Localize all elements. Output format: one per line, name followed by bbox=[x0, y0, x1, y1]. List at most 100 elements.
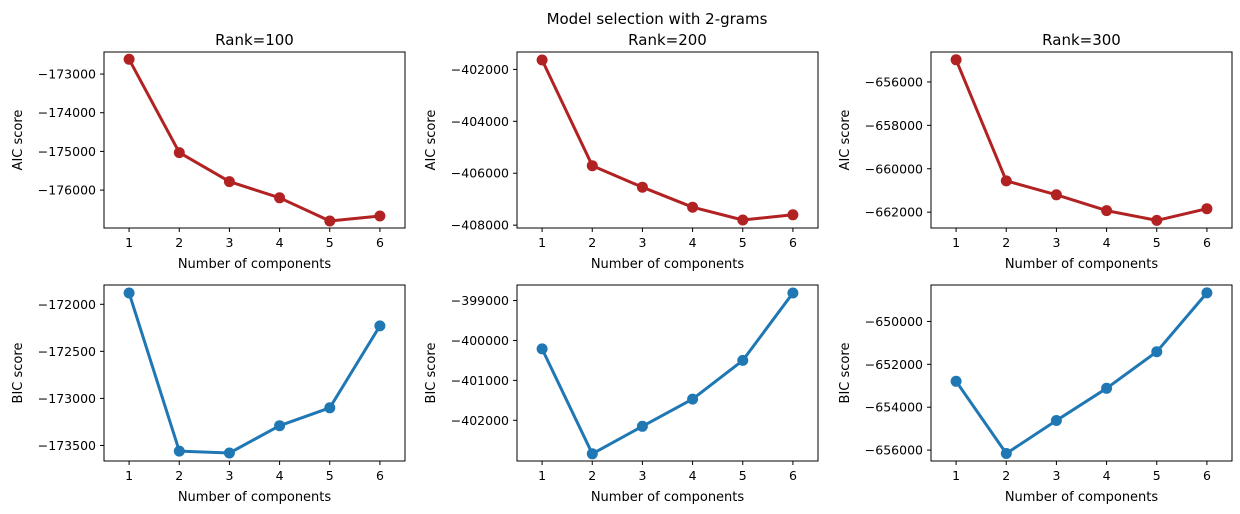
axes-frame bbox=[930, 284, 1233, 462]
series-line bbox=[540, 291, 795, 456]
y-tick-label: −658000 bbox=[865, 118, 923, 133]
data-point bbox=[636, 181, 648, 193]
data-point bbox=[586, 160, 598, 172]
series-line bbox=[127, 57, 382, 223]
x-tick-label: 6 bbox=[789, 468, 797, 483]
data-point bbox=[1000, 175, 1012, 187]
x-tick-label: 1 bbox=[538, 235, 546, 250]
axes-frame bbox=[516, 51, 819, 229]
axes-frame bbox=[516, 284, 819, 462]
x-tick-label: 4 bbox=[1103, 235, 1111, 250]
y-tick-label: −175000 bbox=[38, 144, 96, 159]
x-axis-label: Number of components bbox=[1005, 490, 1159, 505]
y-tick-label: −399000 bbox=[451, 293, 509, 308]
y-axis-label: AIC score bbox=[838, 110, 853, 171]
x-tick-label: 6 bbox=[376, 468, 384, 483]
x-tick-label: 6 bbox=[789, 235, 797, 250]
y-tick-label: −408000 bbox=[451, 218, 509, 233]
y-tick-label: −401000 bbox=[451, 373, 509, 388]
y-axis-label: BIC score bbox=[11, 343, 26, 404]
data-point bbox=[787, 287, 799, 299]
subplot-5: 1 2 3 4 5 6 −399000 −400000 −401000 −402000 Number… bbox=[424, 284, 819, 505]
y-tick-label: −172500 bbox=[38, 344, 96, 359]
data-point bbox=[1050, 189, 1062, 201]
data-point bbox=[173, 147, 185, 159]
data-point bbox=[950, 54, 962, 66]
series-line bbox=[954, 58, 1209, 222]
x-tick-label: 1 bbox=[125, 235, 133, 250]
x-tick-label: 3 bbox=[1052, 468, 1060, 483]
y-axis-label: AIC score bbox=[424, 110, 439, 171]
x-tick-label: 6 bbox=[376, 235, 384, 250]
data-point bbox=[536, 54, 548, 66]
x-tick-label: 1 bbox=[538, 468, 546, 483]
series-line bbox=[954, 291, 1209, 455]
axes-frame bbox=[930, 51, 1233, 229]
data-point bbox=[274, 420, 286, 432]
data-point bbox=[1151, 214, 1163, 226]
y-tick-label: −654000 bbox=[865, 400, 923, 415]
subplot-title: Rank=200 bbox=[628, 31, 707, 49]
data-point bbox=[950, 375, 962, 387]
x-tick-label: 5 bbox=[326, 468, 334, 483]
x-tick-label: 4 bbox=[276, 468, 284, 483]
y-tick-label: −173500 bbox=[38, 438, 96, 453]
x-tick-label: 5 bbox=[739, 235, 747, 250]
x-tick-label: 2 bbox=[175, 235, 183, 250]
data-point bbox=[173, 445, 185, 457]
x-tick-label: 3 bbox=[638, 468, 646, 483]
x-tick-label: 3 bbox=[225, 468, 233, 483]
x-tick-label: 5 bbox=[739, 468, 747, 483]
y-tick-label: −660000 bbox=[865, 161, 923, 176]
x-tick-label: 5 bbox=[326, 235, 334, 250]
data-point bbox=[123, 287, 135, 299]
x-tick-label: 5 bbox=[1153, 235, 1161, 250]
data-point bbox=[687, 393, 699, 405]
y-tick-label: −402000 bbox=[451, 62, 509, 77]
data-point bbox=[324, 215, 336, 227]
x-tick-label: 2 bbox=[1002, 235, 1010, 250]
x-tick-label: 1 bbox=[952, 235, 960, 250]
data-point bbox=[324, 402, 336, 414]
y-tick-label: −656000 bbox=[865, 74, 923, 89]
subplot-4: 1 2 3 4 5 6 −172000 −172500 −173000 −173500 Number… bbox=[11, 284, 406, 505]
x-tick-label: 1 bbox=[952, 468, 960, 483]
x-tick-label: 1 bbox=[125, 468, 133, 483]
x-axis-label: Number of components bbox=[178, 490, 332, 505]
x-tick-label: 3 bbox=[1052, 235, 1060, 250]
data-point bbox=[687, 201, 699, 213]
series-line bbox=[540, 58, 795, 222]
data-point bbox=[1201, 287, 1213, 299]
data-point bbox=[737, 214, 749, 226]
y-axis-label: BIC score bbox=[838, 343, 853, 404]
data-point bbox=[737, 354, 749, 366]
data-point bbox=[1151, 346, 1163, 358]
data-point bbox=[536, 343, 548, 355]
data-point bbox=[223, 176, 235, 188]
x-tick-label: 2 bbox=[1002, 468, 1010, 483]
y-tick-label: −400000 bbox=[451, 333, 509, 348]
y-tick-label: −656000 bbox=[865, 443, 923, 458]
y-tick-label: −176000 bbox=[38, 183, 96, 198]
x-tick-label: 2 bbox=[175, 468, 183, 483]
data-point bbox=[374, 320, 386, 332]
x-axis-label: Number of components bbox=[591, 490, 745, 505]
data-point bbox=[586, 448, 598, 460]
y-tick-label: −662000 bbox=[865, 205, 923, 220]
x-axis-label: Number of components bbox=[591, 257, 745, 272]
subplot-3: 1 2 3 4 5 6 −656000 −658000 −660000 −662000 Number… bbox=[838, 31, 1233, 272]
x-tick-label: 4 bbox=[689, 235, 697, 250]
data-point bbox=[1101, 205, 1113, 217]
y-tick-label: −650000 bbox=[865, 314, 923, 329]
x-tick-label: 3 bbox=[638, 235, 646, 250]
x-tick-label: 3 bbox=[225, 235, 233, 250]
x-tick-label: 2 bbox=[588, 468, 596, 483]
y-tick-label: −173000 bbox=[38, 67, 96, 82]
x-tick-label: 4 bbox=[276, 235, 284, 250]
y-tick-label: −172000 bbox=[38, 297, 96, 312]
x-tick-label: 4 bbox=[1103, 468, 1111, 483]
subplot-2: 1 2 3 4 5 6 −402000 −404000 −406000 −408000 Number… bbox=[424, 31, 819, 272]
data-point bbox=[1000, 448, 1012, 459]
x-tick-label: 4 bbox=[689, 468, 697, 483]
data-point bbox=[123, 53, 135, 65]
